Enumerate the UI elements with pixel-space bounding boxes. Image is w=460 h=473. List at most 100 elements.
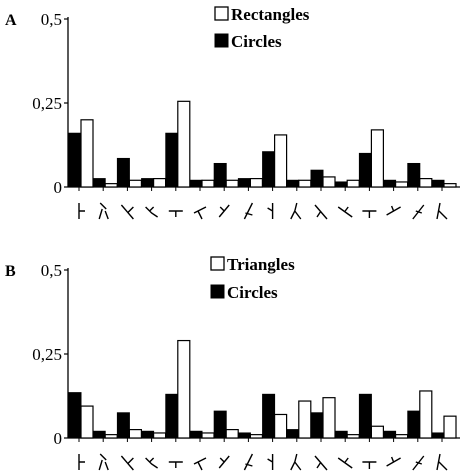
legend-swatch-triangles [210, 256, 225, 271]
category-glyph-icon [243, 453, 254, 471]
category-glyph-icon [98, 453, 109, 471]
bar-rectangles [274, 134, 288, 188]
bar-circles [189, 179, 203, 188]
bar-rectangles [370, 129, 384, 188]
legend-swatch-circles [210, 284, 225, 299]
panel-A: A 0 0,25 0,5 Rectangles Circles [5, 5, 460, 220]
bar-triangles [346, 434, 360, 439]
category-glyph-icon [193, 206, 207, 220]
bar-triangles [153, 432, 167, 439]
legend-label: Circles [231, 32, 282, 51]
bar-circles [237, 432, 251, 439]
y-tick-label: 0,25 [32, 345, 62, 364]
category-glyph-icon [120, 455, 134, 471]
bar-circles [68, 132, 82, 188]
bar-triangles [419, 390, 433, 439]
category-glyph-icon [412, 204, 425, 220]
category-glyph-icon [314, 455, 328, 471]
bar-circles [165, 393, 179, 439]
bar-circles [358, 393, 372, 439]
bar-triangles [395, 434, 409, 439]
bar-rectangles [128, 179, 142, 188]
category-glyph-icon [290, 453, 302, 471]
bar-circles [92, 430, 106, 439]
y-tick-label: 0 [54, 429, 63, 448]
bar-triangles [225, 429, 239, 439]
bar-circles [431, 179, 445, 188]
category-glyph-icon [267, 203, 274, 219]
bar-circles [383, 430, 397, 439]
bar-triangles [201, 432, 215, 439]
category-glyph-icon [145, 457, 158, 469]
bar-triangles [274, 413, 288, 439]
category-glyph-icon [78, 203, 85, 219]
bar-circles [141, 430, 155, 439]
bar-circles [334, 181, 348, 188]
bar-circles [334, 430, 348, 439]
category-glyph-icon [412, 455, 425, 471]
category-glyph-icon [78, 454, 85, 470]
bar-circles [116, 412, 130, 439]
bar-rectangles [346, 179, 360, 188]
bar-triangles [443, 415, 457, 439]
bar-triangles [80, 405, 94, 439]
legend-label: Circles [227, 283, 278, 302]
category-glyph-icon [267, 454, 274, 470]
panel-label: B [5, 263, 16, 280]
bar-triangles [322, 397, 336, 439]
category-glyph-icon [386, 456, 401, 467]
bar-circles [310, 412, 324, 439]
category-glyph-icon [436, 453, 448, 471]
bar-circles [165, 132, 179, 188]
y-tick-label: 0,5 [41, 10, 62, 29]
bar-rectangles [298, 179, 312, 188]
legend-swatch-circles [214, 33, 229, 48]
bar-rectangles [153, 178, 167, 188]
category-glyph-icon [243, 202, 254, 220]
bar-circles [286, 429, 300, 439]
bar-circles [237, 178, 251, 188]
bar-circles [358, 152, 372, 188]
bar-triangles [177, 339, 191, 439]
bar-circles [431, 432, 445, 439]
bar-triangles [370, 425, 384, 439]
bar-rectangles [443, 183, 457, 188]
legend-label: Triangles [227, 255, 295, 274]
bar-rectangles [201, 179, 215, 188]
bar-circles [262, 393, 276, 439]
bar-circles [68, 392, 82, 439]
bar-circles [310, 169, 324, 188]
bar-triangles [298, 400, 312, 439]
legend-swatch-rectangles [214, 6, 229, 21]
bar-triangles [128, 429, 142, 439]
bar-circles [141, 178, 155, 188]
bar-rectangles [322, 176, 336, 188]
category-glyph-icon [386, 205, 401, 216]
legend: Triangles Circles [210, 255, 295, 302]
bar-rectangles [104, 183, 118, 188]
bar-triangles [249, 434, 263, 439]
bar-circles [213, 410, 227, 439]
y-tick-label: 0,5 [41, 261, 62, 280]
bar-circles [189, 430, 203, 439]
bar-circles [383, 179, 397, 188]
bar-circles [92, 178, 106, 188]
category-glyph-icon [120, 204, 134, 220]
panel-label: A [5, 12, 17, 29]
bar-circles [286, 179, 300, 188]
bar-circles [407, 410, 421, 439]
bar-rectangles [249, 178, 263, 188]
category-glyph-icon [145, 206, 158, 218]
category-glyph-icon [168, 461, 183, 468]
bar-rectangles [177, 100, 191, 188]
category-glyph-icon [436, 202, 448, 220]
bar-rectangles [419, 178, 433, 188]
bar-circles [116, 157, 130, 188]
bar-circles [213, 162, 227, 188]
category-glyph-icon [193, 457, 207, 471]
category-glyph-icon [337, 457, 353, 469]
y-tick-label: 0 [54, 178, 63, 197]
bar-circles [407, 162, 421, 188]
category-glyph-icon [168, 210, 183, 217]
